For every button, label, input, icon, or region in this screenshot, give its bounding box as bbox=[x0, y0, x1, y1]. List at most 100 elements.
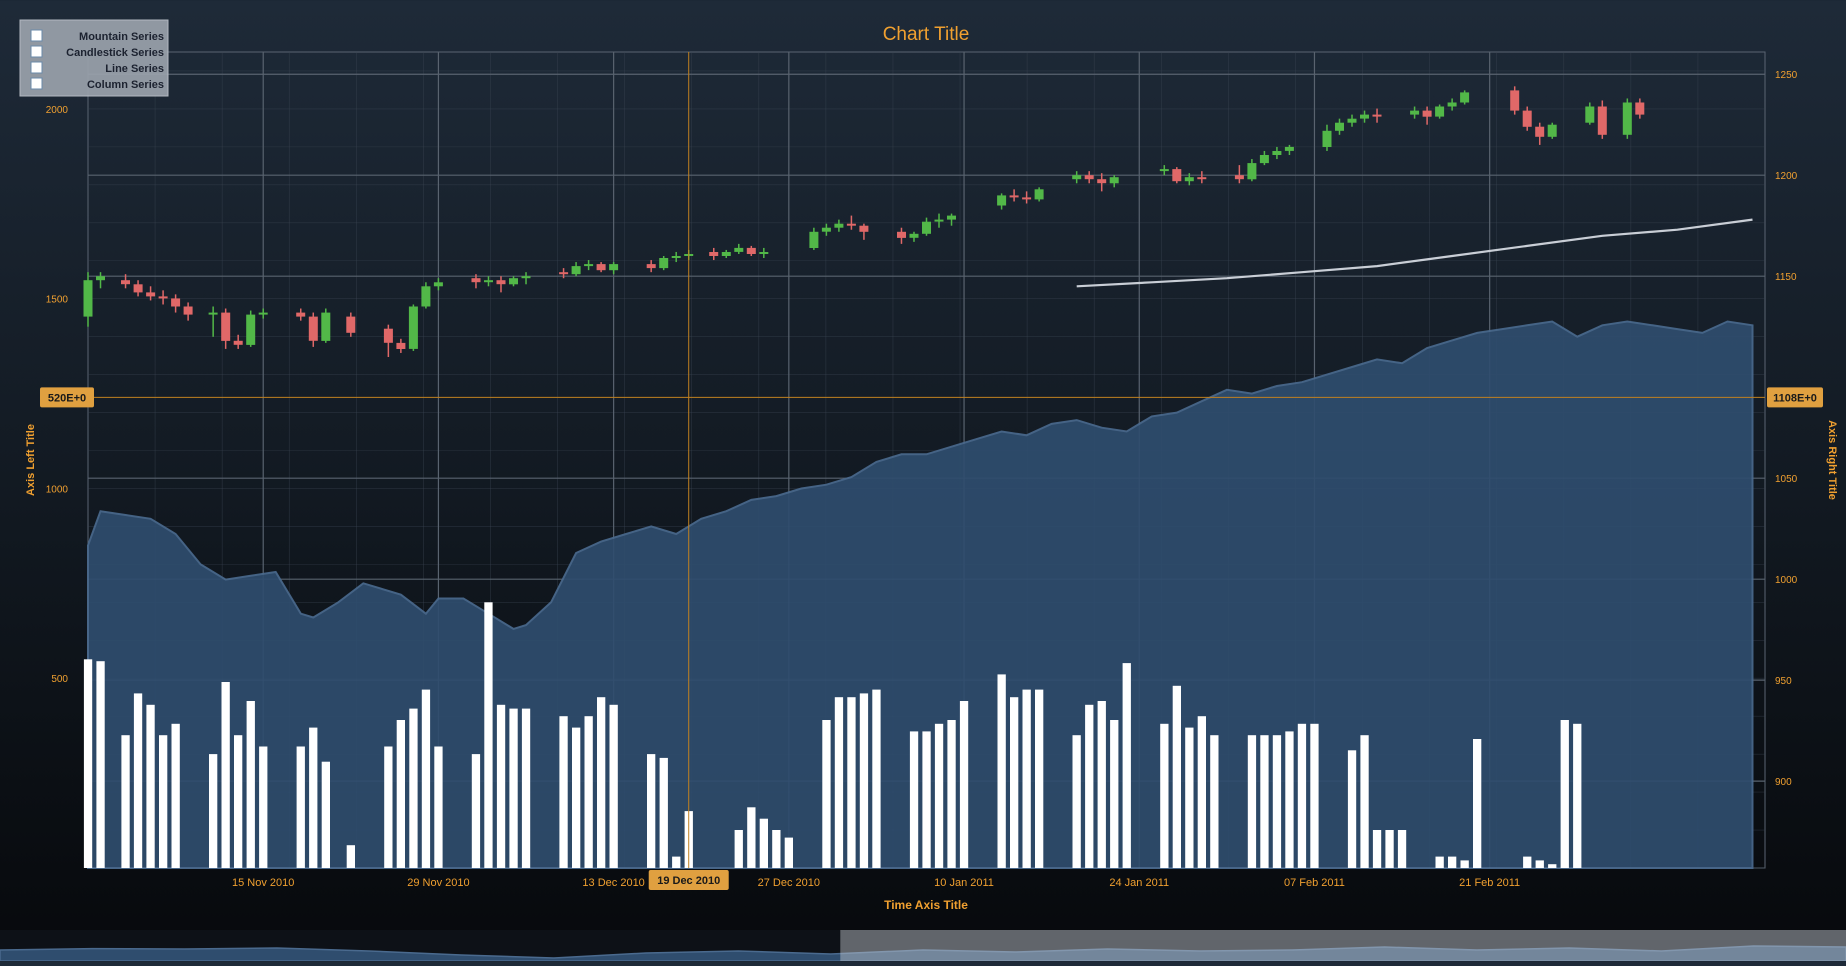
candle-body bbox=[759, 252, 769, 254]
legend-checkbox-line[interactable] bbox=[30, 61, 43, 74]
column-bar bbox=[471, 754, 481, 868]
legend-item-line[interactable]: Line Series bbox=[30, 61, 164, 75]
column-bar bbox=[1435, 856, 1444, 868]
candle-body bbox=[321, 312, 331, 341]
column-bar bbox=[1285, 731, 1294, 868]
column-bar bbox=[1260, 735, 1269, 868]
candle-body bbox=[909, 233, 919, 238]
crosshair: 520E+0 1108E+0 19 Dec 2010 bbox=[40, 52, 1823, 890]
y-right-tick-label: 1000 bbox=[1775, 575, 1798, 586]
column-bar bbox=[421, 689, 431, 868]
column-bar bbox=[772, 830, 781, 868]
legend: Mountain Series Candlestick Series Line … bbox=[19, 19, 169, 97]
column-bar bbox=[1197, 716, 1206, 868]
column-bar bbox=[1460, 860, 1469, 868]
candle-body bbox=[346, 316, 356, 333]
column-bar bbox=[909, 731, 919, 868]
legend-checkbox-candlestick[interactable] bbox=[30, 45, 43, 58]
candle-body bbox=[1447, 102, 1457, 107]
candle-body bbox=[171, 298, 181, 307]
x-tick-label: 24 Jan 2011 bbox=[1109, 877, 1169, 889]
candle-body bbox=[721, 252, 731, 256]
candle-body bbox=[584, 264, 594, 267]
candle-body bbox=[1172, 169, 1182, 182]
column-bar bbox=[1122, 663, 1131, 868]
legend-checkbox-mountain[interactable] bbox=[30, 29, 43, 42]
candle-body bbox=[1159, 169, 1169, 172]
candle-body bbox=[1372, 114, 1382, 117]
column-bar bbox=[672, 856, 681, 868]
candle-body bbox=[1084, 175, 1094, 180]
x-tick-label: 10 Jan 2011 bbox=[934, 877, 994, 889]
candle-body bbox=[1360, 114, 1369, 119]
column-bar bbox=[1473, 739, 1482, 868]
candle-body bbox=[1410, 110, 1420, 115]
column-bar bbox=[1347, 750, 1357, 868]
y-axis-left-title: Axis Left Title bbox=[25, 424, 37, 496]
column-bar bbox=[647, 754, 656, 868]
column-bar bbox=[1310, 723, 1319, 868]
column-bar bbox=[496, 704, 506, 868]
candle-body bbox=[997, 195, 1007, 206]
y-right-tick-label: 1250 bbox=[1775, 70, 1798, 81]
y-right-tick-label: 1200 bbox=[1775, 171, 1798, 182]
candle-body bbox=[246, 314, 256, 345]
column-bar bbox=[1085, 704, 1094, 868]
column-bar bbox=[1160, 723, 1169, 868]
candle-body bbox=[1535, 126, 1545, 137]
candle-body bbox=[659, 258, 669, 269]
candle-body bbox=[1109, 177, 1119, 184]
column-bar bbox=[1172, 685, 1181, 868]
column-bar bbox=[409, 708, 418, 868]
candle-body bbox=[1097, 179, 1107, 184]
candle-body bbox=[1622, 102, 1632, 135]
candle-body bbox=[1460, 92, 1470, 103]
candle-body bbox=[1510, 90, 1520, 111]
legend-checkbox-column[interactable] bbox=[30, 77, 43, 90]
candle-body bbox=[509, 278, 518, 285]
column-bar bbox=[1448, 856, 1457, 868]
y-left-tick-label: 1500 bbox=[46, 295, 69, 306]
x-tick-label: 13 Dec 2010 bbox=[582, 877, 644, 889]
candle-body bbox=[208, 312, 218, 315]
candlestick-series bbox=[83, 86, 1645, 357]
candle-body bbox=[934, 219, 944, 222]
column-bar bbox=[1360, 735, 1369, 868]
column-bar bbox=[959, 701, 969, 868]
candle-body bbox=[809, 231, 819, 248]
overview-scrollbar[interactable] bbox=[0, 930, 1846, 962]
candle-body bbox=[1284, 146, 1294, 151]
candle-body bbox=[1184, 177, 1194, 182]
candle-body bbox=[396, 342, 406, 349]
column-bar bbox=[597, 697, 606, 868]
y-left-tick-label: 2000 bbox=[46, 105, 69, 116]
column-bar bbox=[947, 720, 956, 868]
legend-background bbox=[19, 19, 169, 97]
column-bar bbox=[259, 746, 268, 868]
candle-body bbox=[1022, 197, 1032, 200]
candle-body bbox=[421, 286, 431, 307]
column-bar bbox=[484, 602, 493, 868]
column-bar bbox=[747, 807, 756, 868]
candle-body bbox=[83, 280, 93, 317]
candle-body bbox=[746, 247, 756, 254]
candle-body bbox=[821, 227, 831, 232]
y-right-tick-label: 950 bbox=[1775, 676, 1792, 687]
candle-body bbox=[484, 280, 493, 283]
legend-item-candlestick[interactable]: Candlestick Series bbox=[30, 45, 164, 59]
candle-body bbox=[496, 280, 506, 285]
legend-item-column[interactable]: Column Series bbox=[30, 77, 164, 91]
crosshair-right-label-box bbox=[1767, 387, 1823, 408]
candle-body bbox=[1272, 151, 1282, 155]
candle-body bbox=[1335, 122, 1344, 131]
candle-body bbox=[1435, 106, 1445, 117]
x-tick-label: 07 Feb 2011 bbox=[1284, 877, 1345, 889]
column-bar bbox=[1523, 856, 1532, 868]
candle-body bbox=[1422, 110, 1432, 117]
legend-label-mountain: Mountain Series bbox=[79, 31, 164, 43]
x-axis-title: Time Axis Title bbox=[884, 898, 968, 912]
legend-item-mountain[interactable]: Mountain Series bbox=[30, 29, 164, 43]
column-bar bbox=[822, 720, 831, 868]
